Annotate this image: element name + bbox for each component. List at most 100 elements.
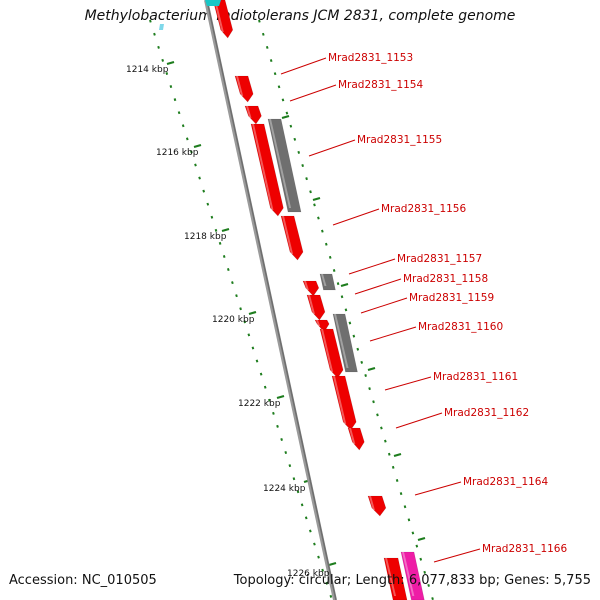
ruler-dot: [407, 518, 411, 522]
major-tick: [276, 394, 285, 400]
ruler-dot: [309, 190, 312, 194]
pink-feature: [400, 551, 425, 600]
ruler-dot: [202, 189, 206, 193]
ruler-dot: [289, 124, 293, 128]
ruler-dot: [317, 216, 320, 220]
feature-block: [332, 313, 358, 373]
label-leader: [395, 412, 443, 429]
ruler-dot: [364, 374, 367, 377]
ruler-dot: [340, 295, 344, 299]
ruler-dot: [411, 531, 415, 535]
gene-arrow-shine: [236, 76, 244, 96]
gene-arrow-shine: [333, 376, 347, 424]
ruler-dot: [277, 85, 281, 89]
gene-arrow: [347, 427, 365, 451]
ruler-dot: [423, 570, 427, 574]
gene-arrow: [302, 280, 320, 297]
ruler-dot: [149, 19, 152, 23]
ruler-dot: [376, 413, 379, 417]
ruler-dot: [280, 437, 283, 441]
scale-ticks: [149, 19, 434, 600]
gene-label[interactable]: Mrad2831_1154: [338, 79, 423, 91]
scale-labels: 1214 kbp 1216 kbp 1218 kbp 1220 kbp 1222 kbp…: [126, 65, 330, 579]
ruler-dot: [231, 281, 234, 285]
gene-label[interactable]: Mrad2831_1162: [444, 407, 529, 419]
label-leader: [384, 376, 432, 391]
scale-label: 1226 kbp: [287, 569, 330, 579]
gene-arrow-shine: [282, 216, 294, 254]
ruler-dot: [288, 464, 292, 468]
backbone-shade: [206, 0, 337, 600]
gene-label[interactable]: Mrad2831_1157: [397, 253, 482, 265]
ruler-dot: [161, 58, 165, 62]
gene-label[interactable]: Mrad2831_1155: [357, 134, 442, 146]
ruler-dot: [415, 544, 419, 548]
topology-label: Topology:: [233, 573, 295, 588]
ruler-dot: [309, 529, 312, 533]
major-tick: [393, 452, 402, 458]
ruler-dot: [399, 492, 403, 496]
ruler-dot: [259, 372, 263, 376]
ruler-dot: [267, 398, 271, 402]
feature-block-shine: [334, 314, 349, 368]
map-title: Methylobacterium radiotolerans JCM 2831,…: [84, 8, 516, 24]
ruler-dot: [272, 411, 275, 415]
ruler-dot: [427, 583, 430, 587]
ruler-dot: [296, 490, 300, 494]
gene-label[interactable]: Mrad2831_1160: [418, 321, 503, 333]
ruler-dot: [348, 321, 352, 325]
ruler-dot: [395, 478, 399, 482]
gene-arrow: [383, 557, 408, 600]
ruler-dot: [368, 387, 371, 391]
length-value: 6,077,833 bp: [408, 573, 496, 588]
ruler-dot: [297, 150, 301, 154]
major-tick: [248, 310, 257, 316]
ruler-dot: [336, 282, 340, 286]
major-tick: [340, 282, 349, 288]
label-leader: [280, 57, 327, 75]
ruler-dot: [403, 505, 407, 509]
ruler-dot: [372, 400, 375, 404]
ruler-dot: [247, 333, 251, 337]
ruler-dot: [165, 71, 169, 75]
gene-label[interactable]: Mrad2831_1156: [381, 203, 466, 215]
gene-label[interactable]: Mrad2831_1161: [433, 371, 518, 383]
ruler-dot: [324, 242, 328, 246]
ruler-dot: [391, 465, 395, 469]
length-label: Length:: [355, 573, 405, 588]
gene-arrow: [306, 294, 326, 321]
gene-label[interactable]: Mrad2831_1159: [409, 292, 494, 304]
ruler-dot: [304, 516, 308, 520]
gene-label[interactable]: Mrad2831_1166: [482, 543, 567, 555]
label-leader: [433, 548, 481, 563]
ruler-dot: [313, 203, 316, 207]
pink-feature-shine: [402, 552, 415, 596]
scale-label: 1220 kbp: [212, 315, 255, 325]
major-tick: [312, 196, 321, 202]
ruler-dot: [356, 347, 360, 351]
topology-value: circular: [298, 573, 347, 588]
label-leader: [360, 297, 408, 314]
gene-arrow-shine: [252, 124, 274, 210]
gene-label[interactable]: Mrad2831_1153: [328, 52, 413, 64]
ruler-dot: [384, 439, 387, 443]
label-leader: [354, 278, 402, 295]
gene-label[interactable]: Mrad2831_1158: [403, 273, 488, 285]
gene-arrow: [250, 123, 284, 217]
ruler-dot: [261, 32, 265, 36]
label-leader: [289, 84, 337, 102]
ruler-dot: [157, 45, 160, 49]
backbone-line: [204, 0, 337, 600]
ruler-dot: [194, 163, 197, 167]
major-tick: [281, 114, 290, 120]
ruler-dot: [214, 228, 218, 232]
gene-arrow: [280, 215, 304, 261]
ruler-dot: [239, 307, 242, 311]
genes-label: Genes:: [504, 573, 550, 588]
ruler-dot: [281, 98, 285, 102]
ruler-dot: [263, 385, 267, 389]
gene-label[interactable]: Mrad2831_1164: [463, 476, 548, 488]
ruler-dot: [321, 568, 324, 572]
